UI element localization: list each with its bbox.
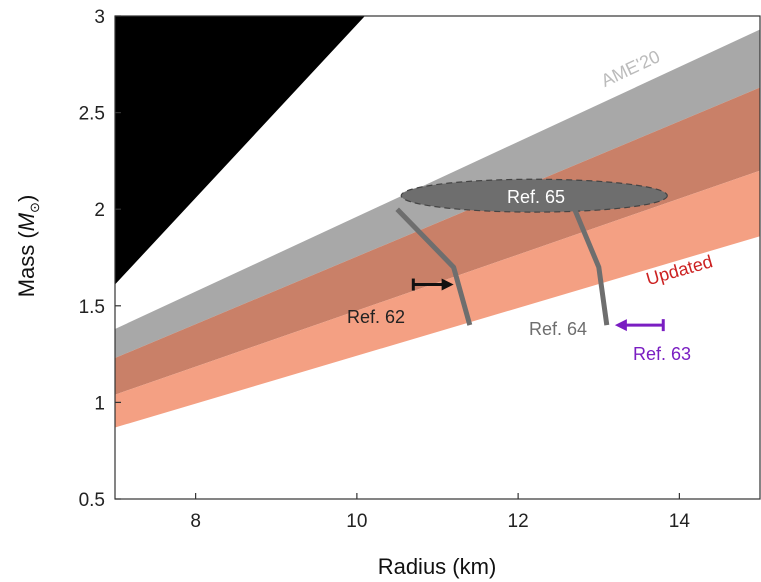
- y-tick-label: 3: [94, 7, 105, 28]
- y-tick-label: 2.5: [79, 104, 105, 125]
- region-overlap: [115, 87, 760, 395]
- region-label-causality: Causality: [428, 47, 502, 102]
- y-axis-label-unit: M: [14, 212, 39, 231]
- annotation-ref-63-arrow: [614, 319, 665, 332]
- annotation-ref-64-curve: [572, 208, 610, 326]
- y-axis-label-prefix: Mass (: [14, 231, 39, 298]
- annotation-label-ref62: Ref. 62: [347, 307, 405, 327]
- y-axis-label-sub: ⊙: [27, 202, 42, 213]
- y-axis-label-suffix: ): [14, 195, 39, 202]
- plot-frame: [114, 15, 761, 500]
- x-tick-label: 12: [508, 511, 529, 532]
- x-tick-label: 10: [346, 511, 367, 532]
- x-axis-label: Radius (km): [378, 554, 497, 579]
- annotation-label-ref65: Ref. 65: [507, 187, 565, 207]
- y-tick-label: 1.5: [79, 297, 105, 318]
- annotation-label-ref64: Ref. 64: [529, 319, 587, 339]
- y-tick-label: 0.5: [79, 490, 105, 511]
- region-causality: [115, 16, 760, 285]
- annotation-ref-65-ellipse: [400, 178, 668, 213]
- y-axis-label: Mass (M⊙): [14, 195, 42, 298]
- annotation-label-ref63: Ref. 63: [633, 344, 691, 364]
- y-tick-label: 1: [94, 393, 105, 414]
- region-updated: [115, 170, 760, 428]
- x-tick-label: 8: [190, 511, 201, 532]
- y-tick-label: 2: [94, 200, 105, 221]
- x-tick-label: 14: [669, 511, 691, 532]
- annotation-ref-62-bound-arrow: [411, 278, 454, 291]
- annotation-ref-62-curve: [395, 207, 473, 326]
